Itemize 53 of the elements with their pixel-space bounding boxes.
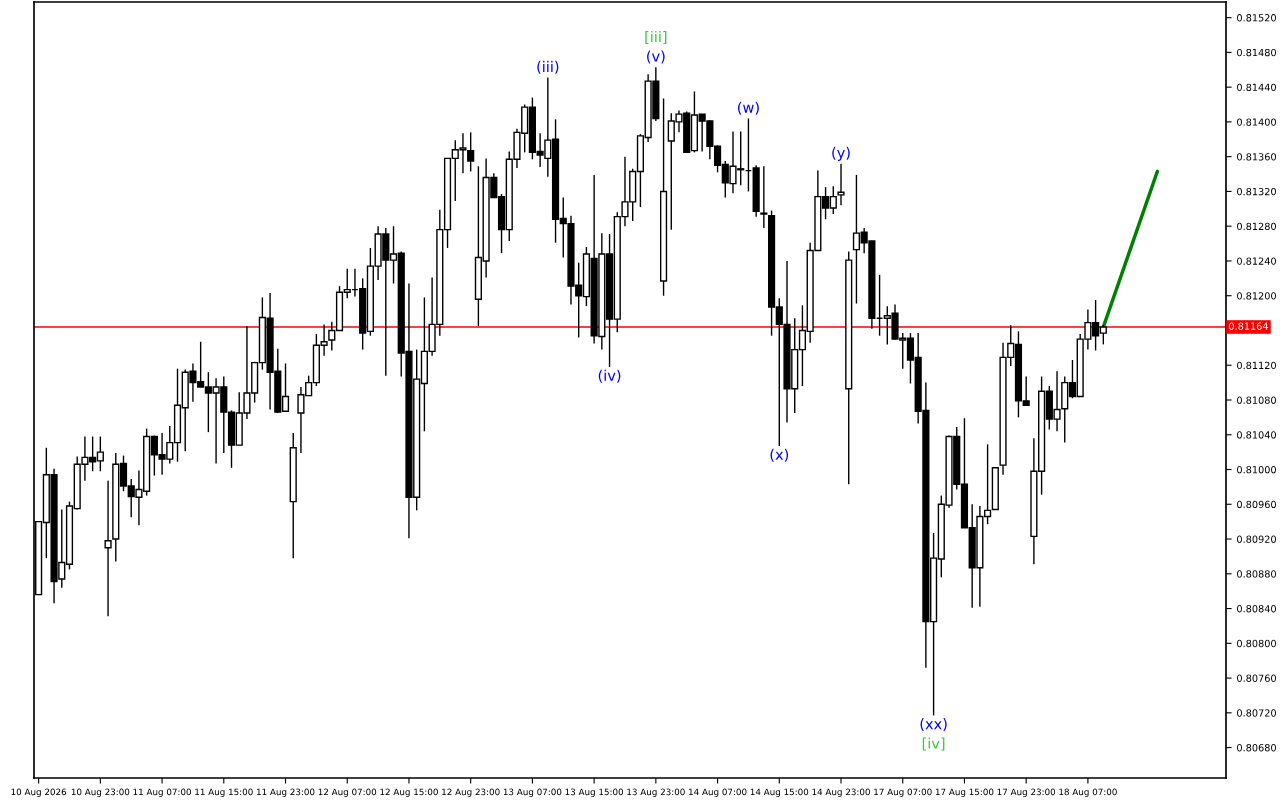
x-tick-label: 12 Aug 07:00	[318, 788, 377, 797]
y-tick-label: 0.80680	[1237, 744, 1276, 752]
annotation: (v)	[647, 50, 665, 64]
x-tick-label: 14 Aug 07:00	[689, 788, 747, 797]
annotation: [iii]	[645, 30, 667, 44]
y-tick-label: 0.81360	[1237, 153, 1276, 161]
candlestick	[104, 480, 112, 618]
y-tick-label: 0.81080	[1237, 396, 1276, 404]
x-tick-label: 14 Aug 15:00	[750, 788, 809, 797]
annotation: [iv]	[922, 737, 945, 751]
ref-line-label: 0.81164	[1229, 322, 1269, 330]
x-tick-label: 10 Aug 23:00	[71, 788, 130, 797]
x-tick-label: 13 Aug 23:00	[627, 788, 685, 797]
y-tick-label: 0.81200	[1237, 292, 1276, 300]
annotation: (y)	[832, 146, 850, 161]
y-tick-label: 0.80960	[1237, 500, 1276, 509]
y-tick-label: 0.80880	[1237, 570, 1276, 578]
annotation: (xx)	[920, 718, 947, 732]
candlestick	[760, 165, 768, 229]
y-tick-label: 0.81120	[1237, 361, 1276, 370]
y-tick-label: 0.80760	[1237, 674, 1276, 682]
y-tick-label: 0.81440	[1237, 83, 1276, 91]
y-tick-label: 0.81320	[1237, 187, 1276, 196]
annotation: (iv)	[598, 369, 621, 383]
x-tick-label: 11 Aug 07:00	[133, 788, 191, 797]
y-tick-label: 0.81280	[1237, 222, 1276, 231]
y-tick-label: 0.81040	[1237, 431, 1276, 439]
y-tick-label: 0.80840	[1237, 605, 1276, 613]
x-tick-label: 11 Aug 23:00	[256, 788, 315, 797]
y-tick-label: 0.81240	[1237, 257, 1276, 265]
candlestick	[837, 162, 845, 207]
x-tick-label: 17 Aug 15:00	[935, 788, 994, 797]
x-tick-label: 10 Aug 2026	[11, 788, 67, 797]
x-tick-label: 14 Aug 23:00	[812, 788, 870, 797]
y-tick-label: 0.81520	[1237, 14, 1276, 22]
x-tick-label: 11 Aug 15:00	[195, 788, 253, 797]
x-tick-label: 17 Aug 23:00	[997, 788, 1056, 797]
x-tick-label: 18 Aug 07:00	[1059, 788, 1117, 797]
y-tick-label: 0.81400	[1237, 118, 1276, 126]
x-tick-label: 12 Aug 23:00	[442, 788, 500, 797]
y-tick-label: 0.80720	[1237, 709, 1276, 717]
annotation: (iii)	[537, 60, 559, 74]
candlestick	[467, 131, 475, 173]
x-tick-label: 12 Aug 15:00	[380, 788, 438, 797]
x-tick-label: 13 Aug 15:00	[565, 788, 624, 797]
x-tick-label: 17 Aug 07:00	[874, 788, 932, 797]
y-tick-label: 0.81480	[1237, 48, 1276, 57]
y-tick-label: 0.81000	[1237, 465, 1276, 474]
annotation: (w)	[738, 101, 759, 115]
y-tick-label: 0.80800	[1237, 639, 1276, 648]
y-tick-label: 0.80920	[1237, 535, 1276, 543]
annotation: (x)	[770, 448, 789, 462]
x-tick-label: 13 Aug 07:00	[503, 788, 562, 797]
